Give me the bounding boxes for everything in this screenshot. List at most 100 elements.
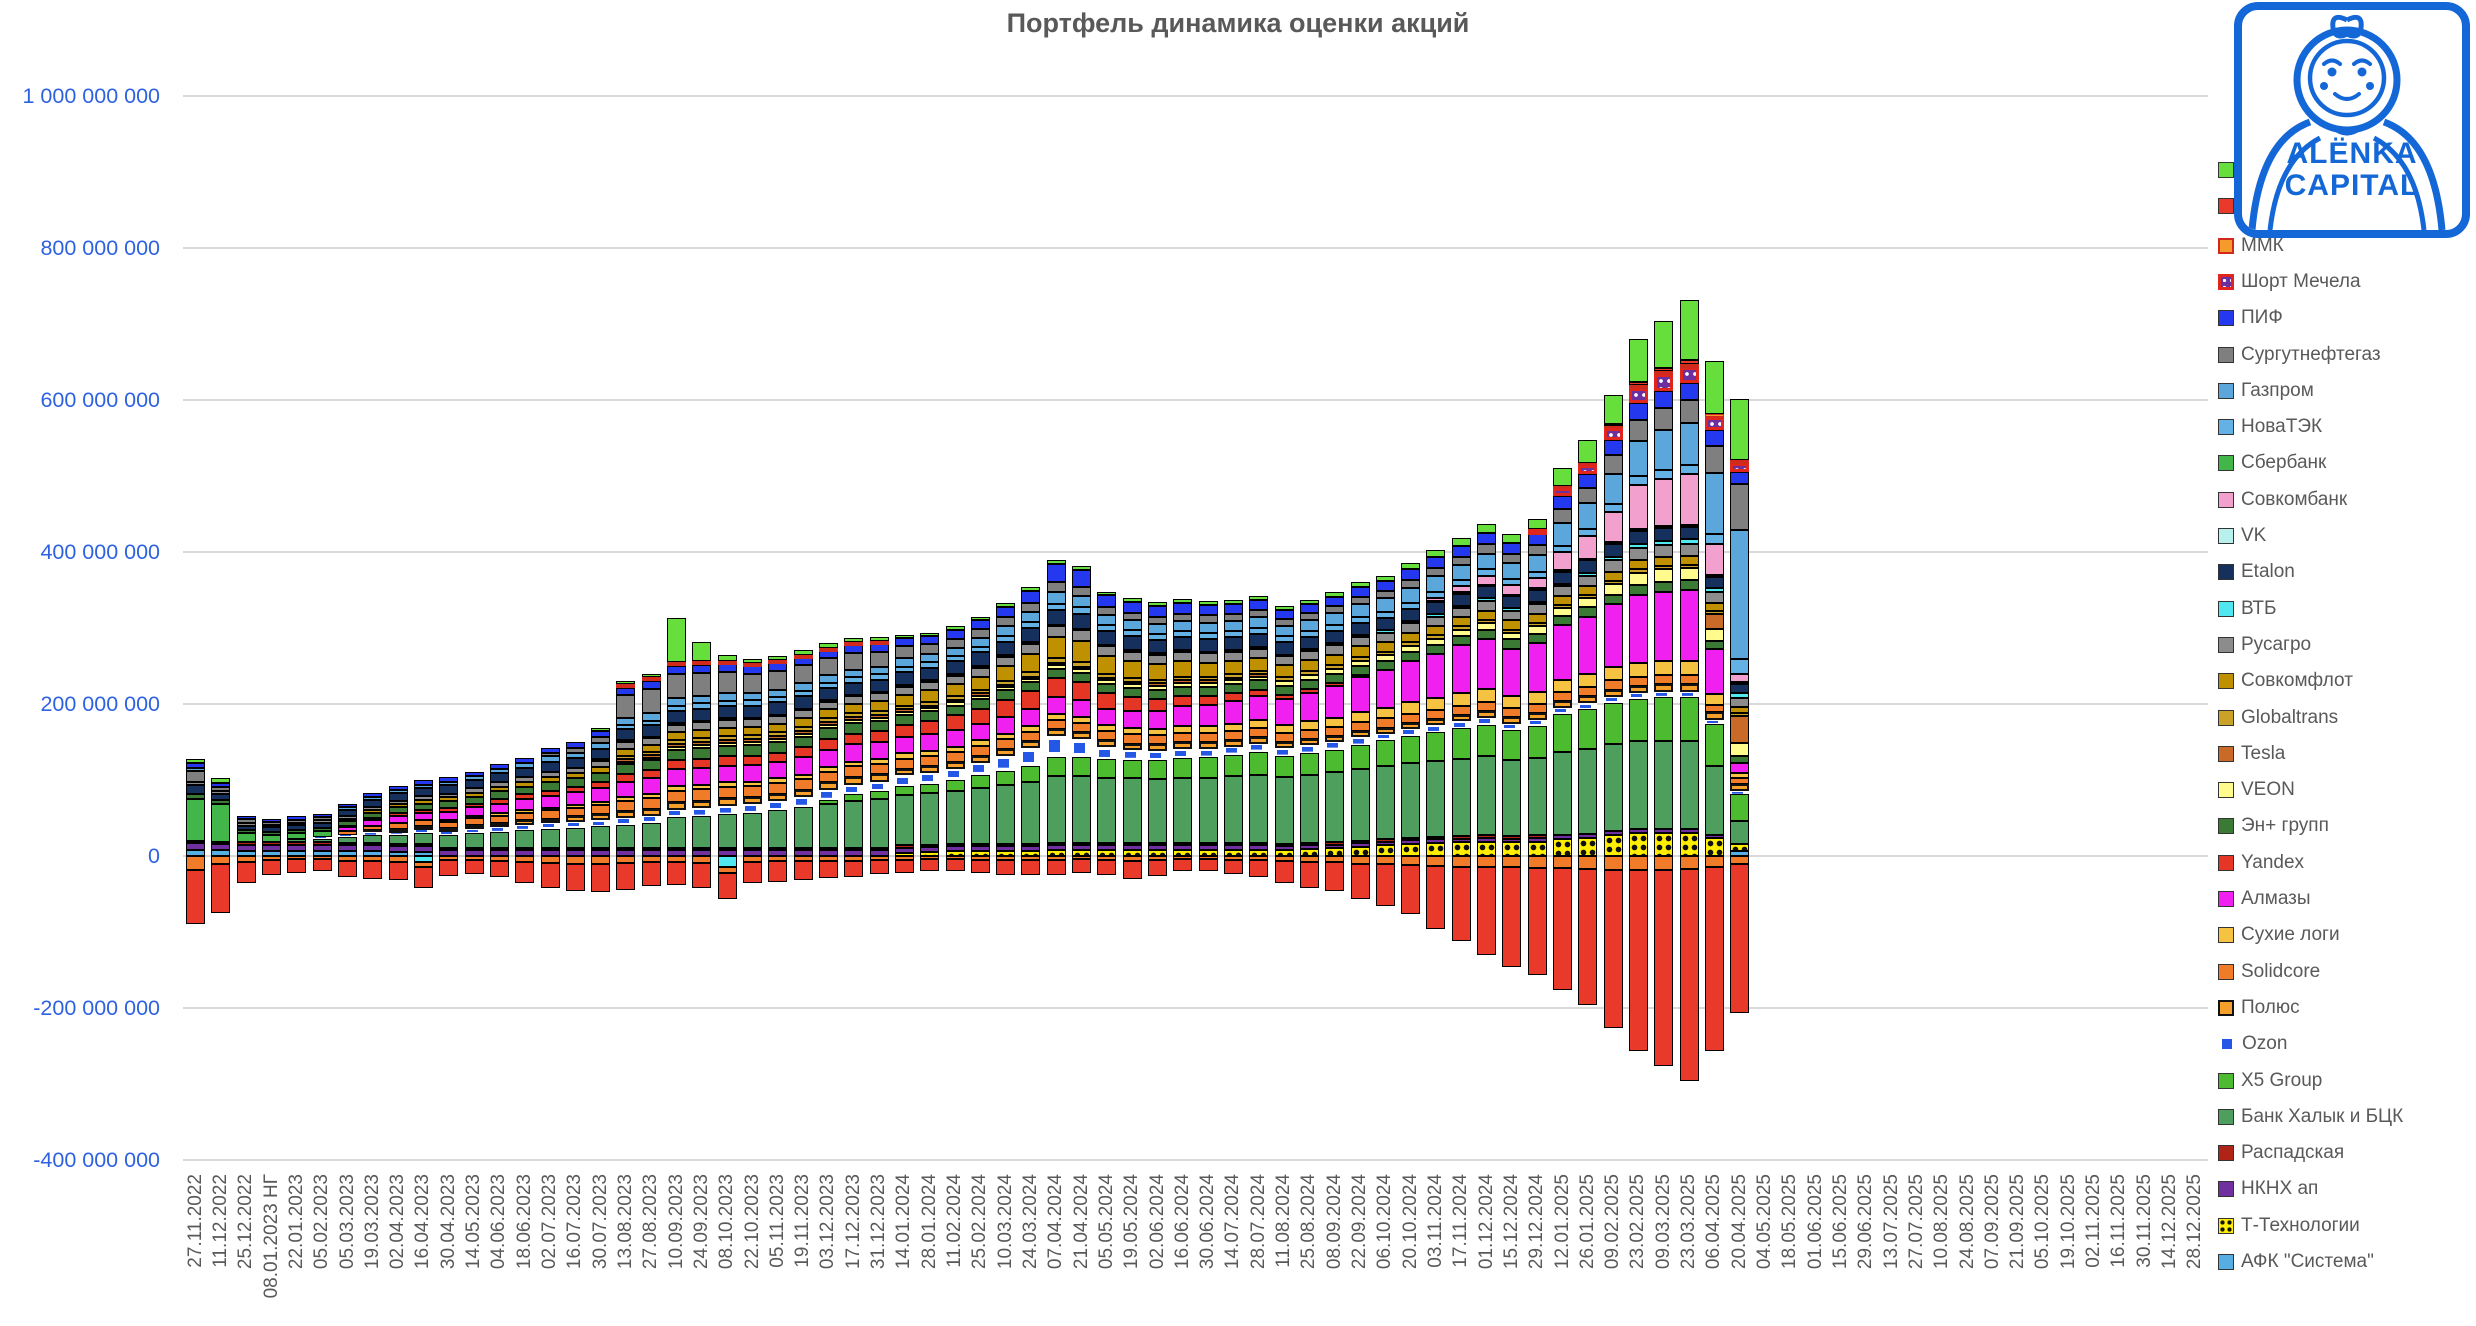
bar-segment-hred — [1704, 866, 1724, 1051]
legend-swatch-vtb — [2218, 600, 2234, 617]
bar-segment-rusagro — [768, 716, 788, 724]
bar-segment-vtb — [717, 718, 737, 721]
bar-segment-etalon — [1046, 609, 1066, 625]
bar-segment-en — [1603, 594, 1623, 605]
bar-segment-gazprom — [996, 626, 1016, 637]
bar-segment-veon — [717, 742, 737, 746]
bar-segment-novatek — [641, 720, 661, 726]
bar-segment-hgreen — [1401, 563, 1421, 570]
bar-segment-rasp — [844, 847, 864, 850]
bar-segment-sovkom — [1679, 474, 1699, 525]
bar-segment-hgreen — [1679, 299, 1699, 361]
bar-segment-pif — [186, 763, 206, 768]
bar-segment-vtb — [996, 655, 1016, 658]
x-axis-tick-label: 07.09.2025 — [1981, 1174, 2003, 1270]
bar-segment-gtrans — [869, 710, 889, 715]
bar-segment-nknh — [1325, 844, 1345, 849]
bar-segment-halyk — [920, 792, 940, 845]
bar-segment-solid — [1325, 856, 1345, 863]
matryoshka-icon — [2248, 14, 2446, 230]
bar-segment-hred — [515, 862, 535, 884]
bar-segment-hgreen — [1325, 592, 1345, 597]
bar-segment-ozon — [363, 832, 383, 836]
bar-segment-solid — [667, 790, 687, 803]
x-axis-tick-label: 08.09.2024 — [1323, 1174, 1345, 1270]
bar-segment-veon — [1451, 629, 1471, 637]
bar-segment-en — [1299, 679, 1319, 689]
bar-segment-flot — [1046, 637, 1066, 659]
bar-segment-gazprom — [363, 796, 383, 800]
bar-segment-veon — [1704, 628, 1724, 641]
bar-segment-halyk — [1299, 774, 1319, 844]
bar-segment-tesla — [1198, 680, 1218, 683]
bar-segment-etalon — [1730, 684, 1750, 694]
bar-segment-tesla — [641, 754, 661, 758]
bar-segment-solid — [1401, 713, 1421, 723]
bar-segment-gazprom — [1274, 625, 1294, 637]
bar-segment-hred — [489, 860, 509, 878]
bar-segment-en — [1426, 644, 1446, 654]
bar-segment-polyus — [945, 761, 965, 769]
bar-segment-solid — [1527, 856, 1547, 869]
bar-segment-x5 — [1375, 740, 1395, 767]
bar-segment-almaz — [768, 761, 788, 779]
bar-segment-halyk — [1553, 751, 1573, 836]
legend-label-yandex: Yandex — [2241, 851, 2305, 873]
bar-segment-rusagro — [894, 686, 914, 695]
bar-segment-flot — [540, 776, 560, 783]
bar-segment-yandex — [338, 825, 358, 828]
bar-segment-surgut — [1173, 613, 1193, 622]
bar-segment-hred — [970, 859, 990, 873]
bar-segment-gazprom — [1122, 620, 1142, 631]
legend-label-rusagro: Русагро — [2241, 633, 2312, 655]
x-axis-tick-label: 17.11.2024 — [1450, 1174, 1472, 1268]
bar-segment-novatek — [1477, 569, 1497, 576]
bar-segment-mmk — [743, 662, 763, 667]
bar-segment-almaz — [1350, 677, 1370, 713]
bar-segment-gazprom — [1072, 596, 1092, 608]
bar-segment-en — [1173, 686, 1193, 696]
bar-segment-dry — [1704, 694, 1724, 705]
bar-segment-hred — [1578, 868, 1598, 1005]
bar-segment-vtb — [1578, 572, 1598, 576]
bar-segment-rusagro — [1173, 651, 1193, 662]
bar-segment-almaz — [970, 723, 990, 741]
bar-segment-ozon — [1553, 707, 1573, 714]
bar-segment-en — [1021, 681, 1041, 692]
legend-swatch-flot — [2218, 673, 2234, 690]
bar-segment-rasp — [413, 843, 433, 847]
bar-segment-dry — [970, 740, 990, 746]
bar-segment-en — [1072, 672, 1092, 682]
bar-segment-tteh — [1578, 837, 1598, 856]
bar-segment-gtrans — [743, 735, 763, 739]
x-axis-tick-label: 29.06.2025 — [1855, 1174, 1877, 1270]
bar-segment-hgreen — [1350, 581, 1370, 587]
bar-segment-gtrans — [920, 701, 940, 706]
bar-segment-tteh — [1679, 833, 1699, 856]
bar-segment-shortm — [1603, 428, 1623, 441]
bar-segment-dry — [692, 784, 712, 790]
bar-segment-gtrans — [1451, 626, 1471, 630]
bar-segment-x5 — [945, 780, 965, 791]
bar-segment-nknh — [186, 843, 206, 850]
bar-segment-vtb — [1021, 642, 1041, 645]
bar-segment-solid — [920, 856, 940, 860]
legend-swatch-sber — [2218, 455, 2234, 472]
bar-segment-rusagro — [1148, 654, 1168, 665]
bar-segment-vk — [1603, 542, 1623, 545]
bar-segment-flot — [945, 684, 965, 697]
bar-segment-en — [1249, 680, 1269, 690]
x-axis-tick-label: 30.11.2025 — [2133, 1174, 2155, 1268]
bar-segment-flot — [1679, 555, 1699, 565]
bar-segment-ozon — [1198, 748, 1218, 758]
bar-segment-en — [565, 778, 585, 787]
bar-segment-shortm — [1730, 463, 1750, 473]
bar-segment-polyus — [540, 818, 560, 824]
bar-segment-almaz — [565, 792, 585, 806]
legend-item-afk: АФК "Система" — [2218, 1251, 2374, 1273]
bar-segment-polyus — [1426, 719, 1446, 726]
bar-segment-pif — [1072, 570, 1092, 587]
legend-label-sovkom: Совкомбанк — [2241, 488, 2348, 510]
bar-segment-hgreen — [793, 650, 813, 655]
bar-segment-halyk — [768, 809, 788, 848]
